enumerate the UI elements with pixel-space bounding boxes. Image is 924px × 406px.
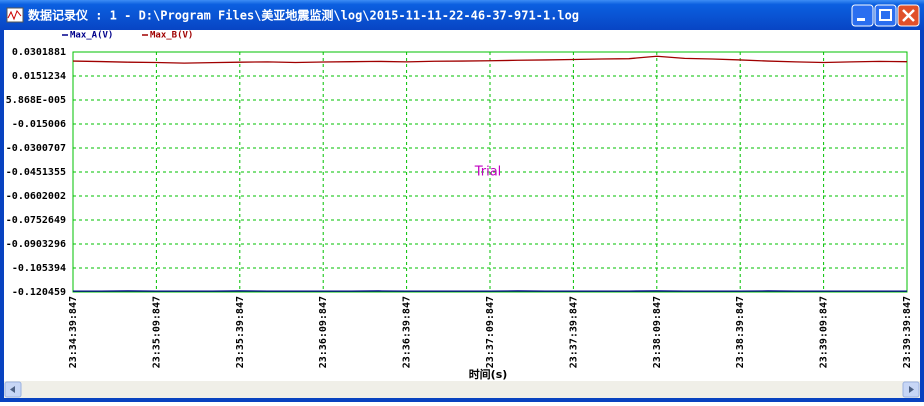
x-tick-label: 23:37:09:847 [485, 296, 496, 368]
y-tick-label: 0.0301881 [12, 47, 66, 58]
x-tick-label: 23:39:09:847 [819, 296, 830, 368]
legend-label: Max_B(V) [150, 31, 193, 41]
x-tick-label: 23:36:39:847 [402, 296, 413, 368]
window-title: 数据记录仪 : 1 - D:\Program Files\美亚地震监测\log\… [28, 8, 579, 23]
y-tick-label: -0.0903296 [6, 239, 66, 250]
scrollbar[interactable] [4, 381, 920, 398]
y-tick-label: -0.0752649 [6, 215, 66, 226]
x-tick-label: 23:39:39:847 [902, 296, 913, 368]
x-tick-label: 23:38:09:847 [652, 296, 663, 368]
x-tick-label: 23:37:39:847 [568, 296, 579, 368]
x-axis-label: 时间(s) [469, 367, 508, 381]
x-tick-label: 23:34:39:847 [68, 296, 79, 368]
legend-label: Max_A(V) [70, 31, 113, 41]
maximize-button[interactable] [875, 5, 896, 26]
y-tick-label: 0.0151234 [12, 71, 66, 82]
x-tick-label: 23:35:39:847 [235, 296, 246, 368]
y-tick-label: -0.0300707 [6, 143, 66, 154]
y-tick-label: -0.0451355 [6, 167, 66, 178]
client-area [4, 30, 920, 398]
x-tick-label: 23:35:09:847 [151, 296, 162, 368]
close-button[interactable] [898, 5, 919, 26]
minimize-button[interactable] [852, 5, 873, 26]
x-tick-label: 23:38:39:847 [735, 296, 746, 368]
y-tick-label: -0.120459 [12, 287, 66, 298]
y-tick-label: -0.105394 [12, 263, 66, 274]
y-tick-label: 5.868E-005 [6, 95, 66, 106]
y-tick-label: -0.0602002 [6, 191, 66, 202]
x-tick-label: 23:36:09:847 [318, 296, 329, 368]
watermark: Trial [474, 165, 502, 180]
y-tick-label: -0.015006 [12, 119, 66, 130]
